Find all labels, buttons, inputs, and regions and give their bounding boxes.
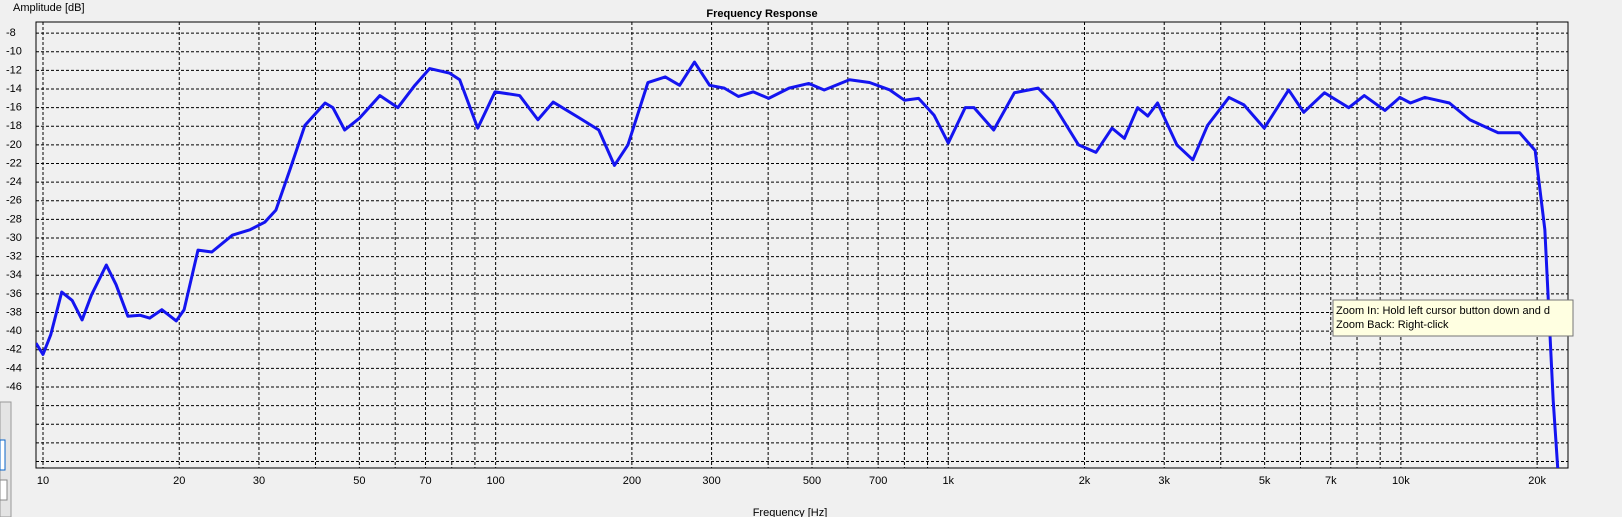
- grid: [36, 22, 1568, 468]
- y-tick-label: -38: [6, 306, 22, 318]
- x-tick-label: 50: [353, 475, 365, 487]
- y-tick-label: -46: [6, 381, 22, 393]
- x-tick-label: 1k: [942, 475, 954, 487]
- y-tick-label: -10: [6, 46, 22, 58]
- lines: [36, 60, 1560, 468]
- y-tick-label: -12: [6, 64, 22, 76]
- x-tick-label: 20: [173, 475, 185, 487]
- y-tick-label: -8: [6, 27, 16, 39]
- x-tick-label: 20k: [1528, 475, 1546, 487]
- x-tick-label: 100: [486, 475, 504, 487]
- x-tick-label: 200: [623, 475, 641, 487]
- tooltip: Zoom In: Hold left cursor button down an…: [1332, 299, 1574, 337]
- x-tick-label: 10: [37, 475, 49, 487]
- y-tick-label: -28: [6, 213, 22, 225]
- x-tick-label: 2k: [1079, 475, 1091, 487]
- y-tick-label: -20: [6, 139, 22, 151]
- y-tick-label: -22: [6, 157, 22, 169]
- y-tick-label: -16: [6, 102, 22, 114]
- y-tick-label: -40: [6, 325, 22, 337]
- plot-area: [35, 21, 1569, 469]
- x-tick-label: 70: [419, 475, 431, 487]
- y-tick-label: -26: [6, 195, 22, 207]
- x-tick-label: 500: [803, 475, 821, 487]
- y-tick-label: -44: [6, 362, 22, 374]
- x-tick-label: 10k: [1392, 475, 1410, 487]
- y-tick-label: -32: [6, 251, 22, 263]
- tooltip-line: Zoom In: Hold left cursor button down an…: [1336, 305, 1550, 317]
- x-axis-label: Frequency [Hz]: [753, 507, 828, 517]
- response-line: [36, 60, 1560, 468]
- y-tick-label: -30: [6, 232, 22, 244]
- y-tick-label: -18: [6, 120, 22, 132]
- y-tick-label: -24: [6, 176, 22, 188]
- x-tick-label: 7k: [1325, 475, 1337, 487]
- chart-title: Frequency Response: [706, 8, 817, 20]
- tooltip-line: Zoom Back: Right-click: [1336, 319, 1449, 331]
- side-panel: [0, 401, 12, 517]
- y-axis-label: Amplitude [dB]: [13, 2, 85, 14]
- x-tick-label: 5k: [1259, 475, 1271, 487]
- y-tick-label: -34: [6, 269, 22, 281]
- y-tick-label: -42: [6, 344, 22, 356]
- x-tick-label: 3k: [1158, 475, 1170, 487]
- x-tick-label: 30: [253, 475, 265, 487]
- x-tick-label: 700: [869, 475, 887, 487]
- x-tick-label: 300: [702, 475, 720, 487]
- y-tick-label: -36: [6, 288, 22, 300]
- y-tick-label: -14: [6, 83, 22, 95]
